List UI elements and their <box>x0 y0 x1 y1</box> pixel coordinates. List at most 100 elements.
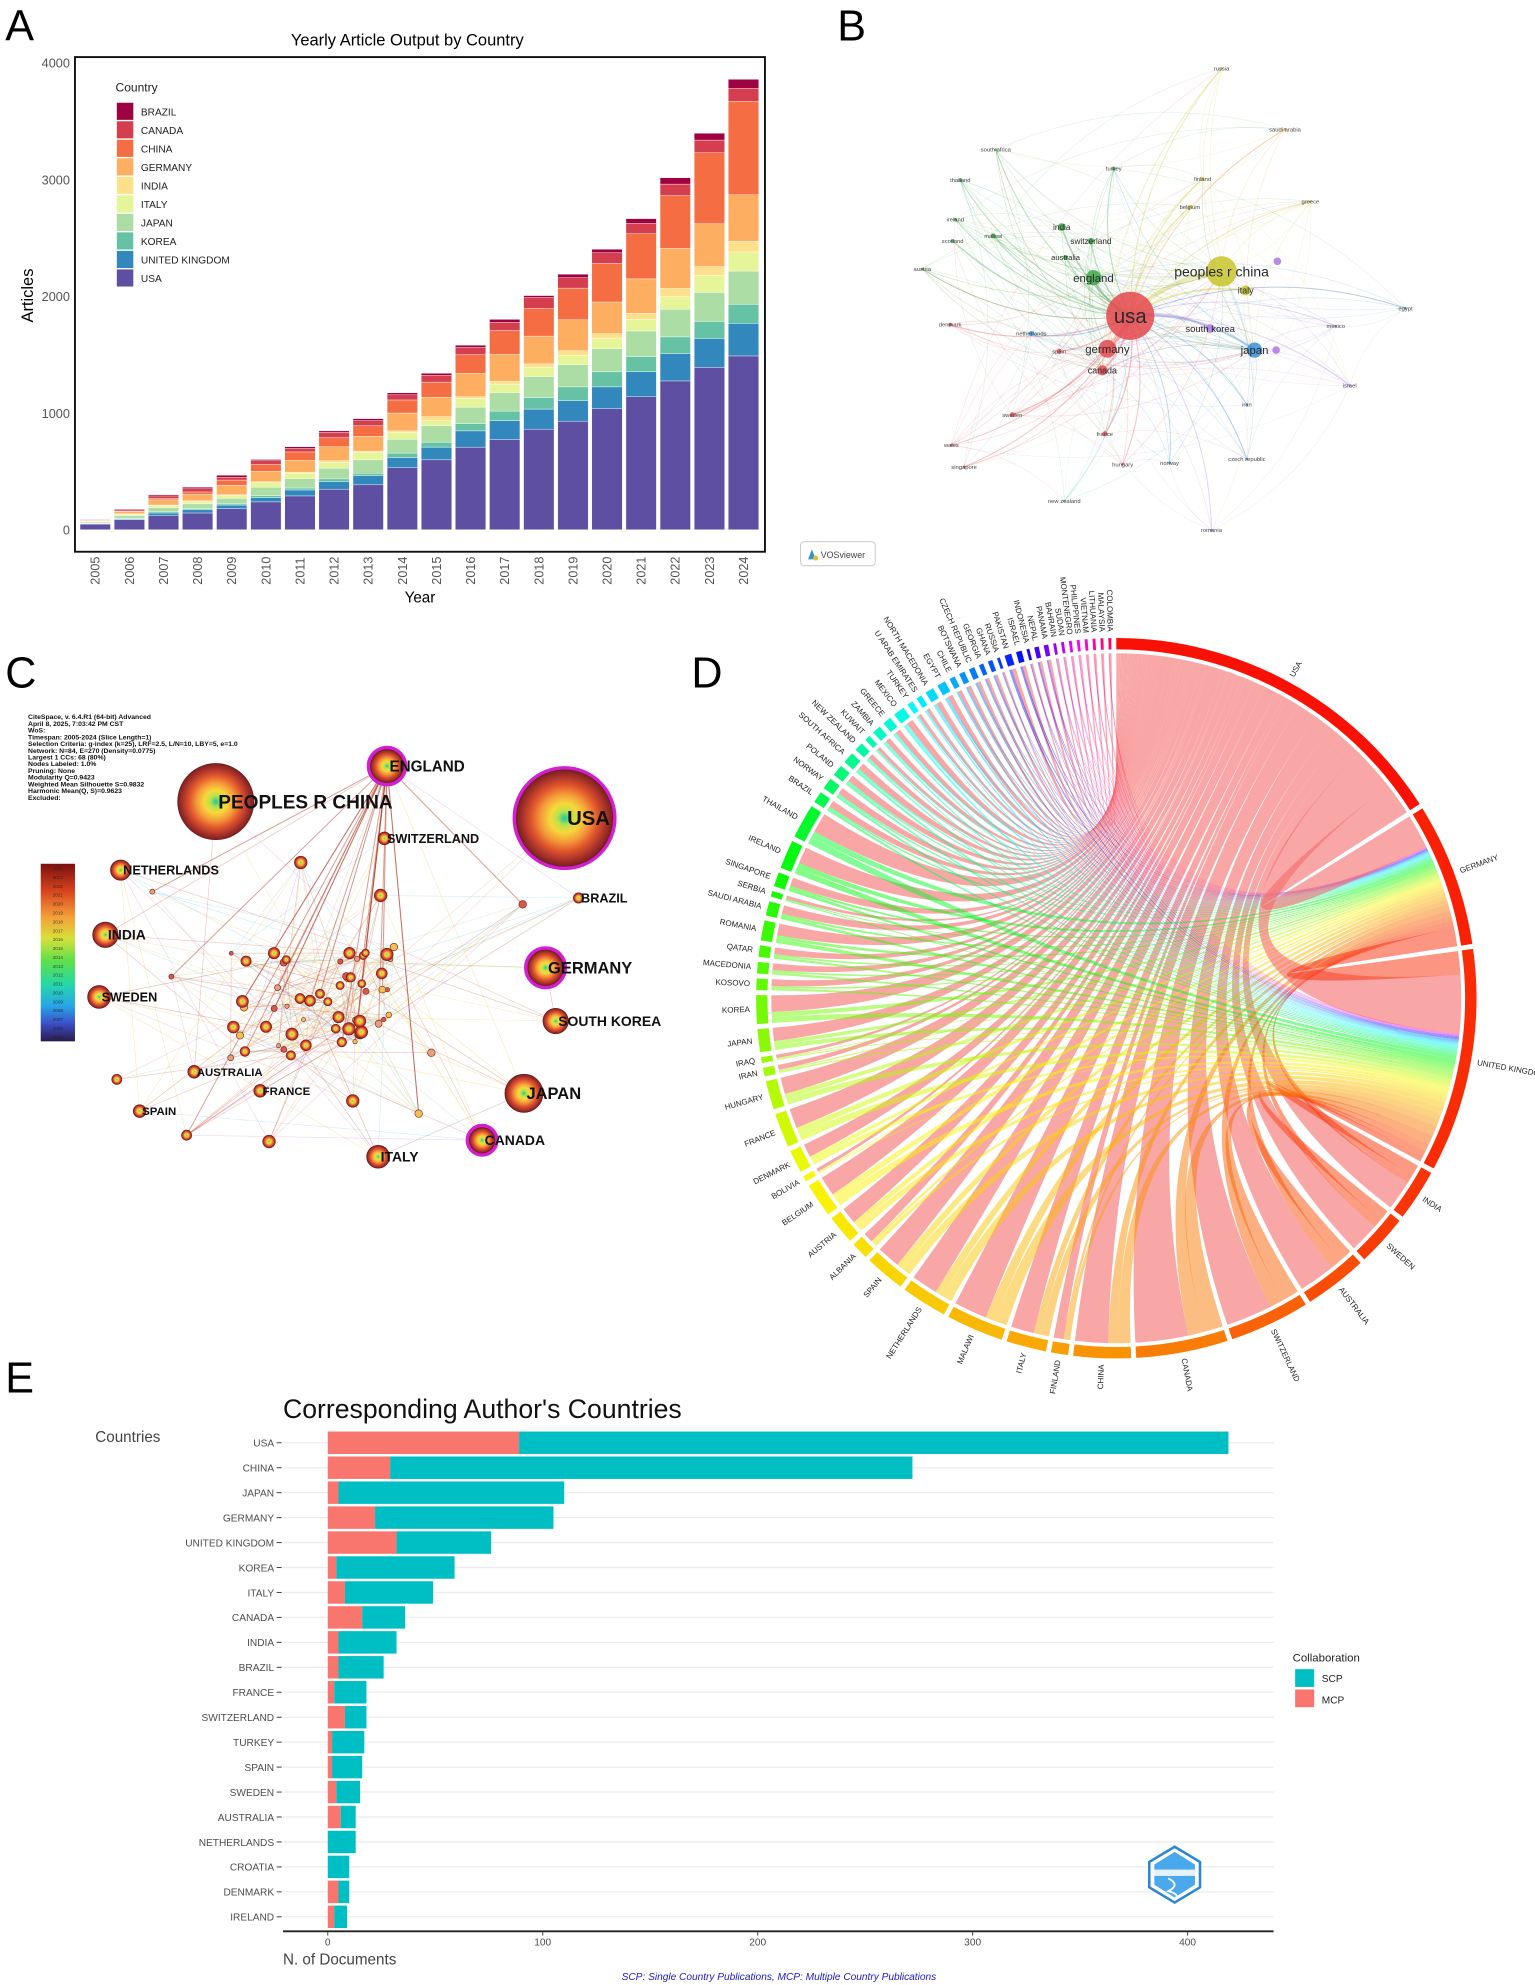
chord-sector-label: USA <box>1288 659 1304 678</box>
bar-segment-korea <box>489 410 521 421</box>
network-node-romania <box>1210 528 1213 532</box>
bar-segment-china <box>148 498 179 501</box>
chord-ribbon <box>776 866 1436 958</box>
network-node-label: denmark <box>939 323 962 329</box>
y-tick-label: CANADA <box>232 1613 274 1624</box>
network-edge <box>259 1045 279 1091</box>
network-edge <box>300 862 321 994</box>
bar-segment-china <box>659 195 691 249</box>
bar-mcp-denmark <box>327 1880 339 1904</box>
bar-segment-japan <box>182 503 214 509</box>
chord-sector-iran <box>762 1065 776 1077</box>
network-edge <box>378 897 579 1025</box>
chord-sector-label: KOSOVO <box>715 978 750 988</box>
chord-sector-zambia <box>873 726 888 741</box>
chord-sector-belgium <box>808 1179 838 1215</box>
network-node <box>149 888 156 895</box>
network-edge <box>1113 168 1406 309</box>
network-edge <box>283 1049 353 1102</box>
chord-sector-montenegro <box>1068 640 1074 653</box>
network-edge <box>952 240 1065 502</box>
bar-segment-usa <box>148 515 179 530</box>
network-edge <box>1113 127 1286 169</box>
network-edge <box>233 1016 339 1028</box>
network-node-ireland <box>953 217 957 221</box>
network-edge <box>1093 277 1255 351</box>
network-node-australia <box>187 1065 201 1079</box>
legend-swatch-india <box>116 176 134 194</box>
network-node-india <box>1057 223 1066 231</box>
network-node <box>353 1014 367 1028</box>
network-edge <box>955 219 1255 351</box>
chord-sector-label: HUNGARY <box>724 1092 765 1112</box>
x-tick-label: 2015 <box>430 557 444 585</box>
y-tick-label: IRELAND <box>230 1913 274 1924</box>
bar-scp-brazil <box>338 1656 384 1679</box>
chord-sector-greece <box>883 717 898 733</box>
network-node-label: peoples r china <box>1174 263 1269 279</box>
chord-sector-label: BRAZIL <box>787 774 816 797</box>
bar-scp-china <box>390 1456 913 1479</box>
chord-sector-indonesia <box>1026 648 1033 661</box>
bar-scp-switzerland <box>344 1705 367 1729</box>
network-node <box>262 1134 276 1149</box>
network-node <box>518 900 527 909</box>
bar-segment-japan <box>659 308 691 338</box>
chord-ribbon <box>1286 927 1461 981</box>
bar-scp-spain <box>332 1755 363 1779</box>
bar-segment-usa <box>216 508 248 530</box>
network-edge <box>286 959 351 978</box>
network-node-austria <box>920 267 924 271</box>
legend-label: GERMANY <box>141 163 192 174</box>
network-edge <box>1093 277 1350 386</box>
network-edge <box>139 1008 275 1112</box>
network-edge <box>951 178 1203 446</box>
network-edge <box>1031 201 1311 334</box>
network-edge <box>277 765 388 988</box>
network-edge <box>139 952 350 1112</box>
network-edge <box>922 203 1190 270</box>
network-edge <box>950 324 1060 353</box>
info-line: CiteSpace, v. 6.4.R1 (64-bit) Advanced <box>28 714 151 721</box>
bar-mcp-india <box>327 1631 339 1654</box>
network-edge <box>233 1026 419 1114</box>
network-edge <box>290 1055 379 1157</box>
bar-segment-germany <box>148 499 179 506</box>
x-tick-label: 100 <box>534 1938 551 1949</box>
network-edge <box>300 862 356 1021</box>
y-tick-label: SWITZERLAND <box>202 1713 275 1724</box>
network-edge <box>1254 325 1336 351</box>
bar-segment-united-kingdom <box>216 504 248 509</box>
chord-sector-singapore <box>773 872 790 890</box>
bar-segment-italy <box>523 367 555 377</box>
network-node <box>270 1005 278 1012</box>
network-edge <box>120 869 275 954</box>
network-node-usa <box>515 769 614 867</box>
chord-ribbons <box>771 653 1462 1344</box>
network-edge <box>380 895 579 899</box>
network-node <box>284 1003 290 1009</box>
year-label: 2006 <box>53 1026 64 1031</box>
network-edge <box>1122 459 1170 465</box>
info-line: Network: N=84, E=270 (Density=0.0775) <box>28 748 155 755</box>
bar-segment-brazil <box>421 373 452 376</box>
chord-sector-macedonia <box>756 961 770 975</box>
network-edge <box>1064 348 1109 502</box>
bar-mcp-italy <box>327 1581 345 1604</box>
network-edge <box>268 946 395 1142</box>
year-label: 2011 <box>53 982 63 987</box>
network-edge <box>265 897 579 1028</box>
legend-swatch-usa <box>116 269 134 287</box>
bar-segment-usa <box>284 495 316 530</box>
info-line: Largest 1 CCs: 68 (80%) <box>28 755 106 762</box>
network-node-france <box>1102 431 1108 437</box>
bar-segment-brazil <box>284 446 316 449</box>
chord-sector-romania <box>760 920 776 943</box>
network-edge <box>952 206 1190 249</box>
bar-segment-japan <box>625 330 657 357</box>
info-line: April 8, 2025, 7:03:42 PM CST <box>28 721 124 728</box>
network-edge <box>244 961 341 1052</box>
network-node <box>111 1073 123 1085</box>
network-edge <box>283 838 385 1050</box>
network-node <box>236 995 249 1008</box>
